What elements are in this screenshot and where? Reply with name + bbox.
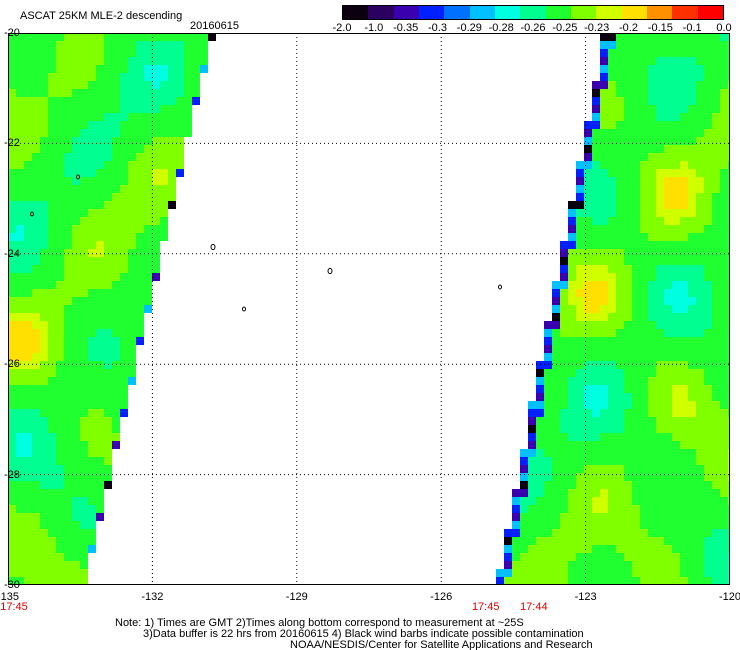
longitude-label: -123 [574,591,597,603]
latitude-label: -24 [4,247,20,260]
color-scale-swatch [444,6,470,19]
color-scale-label: -0.2 [619,22,638,34]
color-scale-label: -0.1 [682,22,702,34]
color-scale-label: -0.29 [456,22,482,34]
longitude-label: -129 [285,591,308,603]
color-scale-label: -0.35 [393,22,419,34]
swath-data-svg [8,33,730,585]
longitude-label: -120 [718,591,740,603]
pass-time-label: 17:44 [520,601,548,613]
longitude-label: -126 [430,591,453,603]
latitude-label: -26 [4,358,20,371]
color-scale-swatch [621,6,647,19]
color-scale-label: -0.26 [520,22,546,34]
map-date: 20160615 [190,20,239,32]
color-scale-label: -0.3 [428,22,447,34]
color-scale-swatch [343,6,369,19]
longitude-label: -135 [0,591,20,603]
color-scale-swatch [469,6,495,19]
color-scale-label: -0.28 [488,22,514,34]
map-plot-area [8,33,730,585]
swath-cells [8,33,730,585]
color-scale-swatch [520,6,546,19]
color-scale-label: -2.0 [332,22,352,34]
color-scale-label: 0.0 [716,22,732,34]
color-scale-swatch [368,6,394,19]
color-scale-swatch [646,6,673,19]
latitude-label: -30 [4,579,20,591]
note-line-3: NOAA/NESDIS/Center for Satellite Applica… [290,639,593,650]
map-title: ASCAT 25KM MLE-2 descending [20,10,183,22]
note-line-1: Note: 1) Times are GMT 2)Times along bot… [115,617,524,629]
color-scale-swatch [393,6,419,19]
color-scale-label: -0.23 [584,22,610,34]
color-scale-label: -0.25 [552,22,578,34]
color-scale-swatch [418,6,445,19]
color-scale-swatch [672,6,698,19]
note-line-2: 3)Data buffer is 22 hrs from 20160615 4)… [143,628,584,640]
color-scale-bar [342,5,724,20]
latitude-label: -20 [4,27,20,39]
color-scale-swatch [697,6,723,19]
color-scale-swatch [545,6,571,19]
color-scale-label: -1.0 [364,22,384,34]
color-scale-label: -0.15 [647,22,673,34]
latitude-label: -28 [4,468,20,481]
pass-time-label: 17:45 [471,601,500,613]
longitude-label: -132 [141,591,164,603]
graticule-grid [8,33,730,585]
pass-time-label: 17:45 [0,601,28,613]
color-scale-swatch [494,6,521,19]
latitude-label: -22 [4,137,20,150]
island-outlines [30,174,502,312]
color-scale-swatch [570,6,597,19]
color-scale-swatch [596,6,622,19]
